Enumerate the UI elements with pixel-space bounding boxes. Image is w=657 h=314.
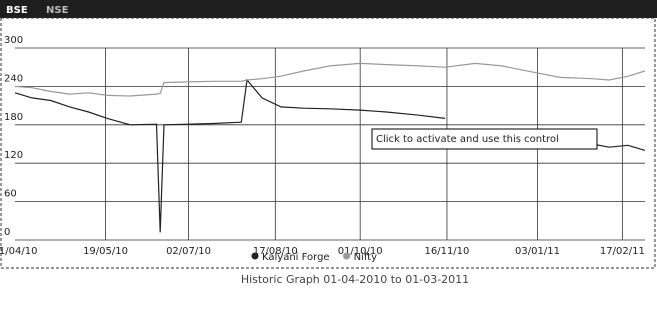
stock-widget: BSE NSE 0 60 120 180 240 300 01/04/10 19/05/10 0… (0, 0, 657, 310)
y-tick-label: 300 (4, 35, 23, 46)
y-tick-label: 0 (4, 227, 10, 238)
legend-label: Kalyani Forge (262, 252, 330, 263)
x-tick-label: 01/04/10 (0, 246, 37, 257)
x-tick-label: 02/07/10 (166, 246, 211, 257)
x-tick-label: 19/05/10 (83, 246, 128, 257)
y-tick-label: 120 (4, 150, 23, 161)
tab-bar (0, 0, 657, 18)
tooltip-text: Click to activate and use this control (376, 134, 559, 145)
legend-marker (252, 253, 259, 260)
x-tick-label: 17/02/11 (600, 246, 645, 257)
tab[interactable]: BSE (6, 5, 28, 16)
y-tick-label: 240 (4, 73, 23, 84)
x-tick-label: 16/11/10 (424, 246, 469, 257)
x-tick-label: 03/01/11 (515, 246, 560, 257)
y-tick-label: 180 (4, 112, 23, 123)
y-tick-label: 60 (4, 189, 17, 200)
legend-marker (343, 253, 350, 260)
series-line (15, 63, 645, 96)
legend-label: Nifty (354, 252, 378, 263)
series-line (15, 80, 645, 232)
tooltip[interactable]: Click to activate and use this control (372, 129, 597, 149)
caption: Historic Graph 01-04-2010 to 01-03-2011 (241, 273, 469, 286)
tab[interactable]: NSE (46, 5, 69, 16)
